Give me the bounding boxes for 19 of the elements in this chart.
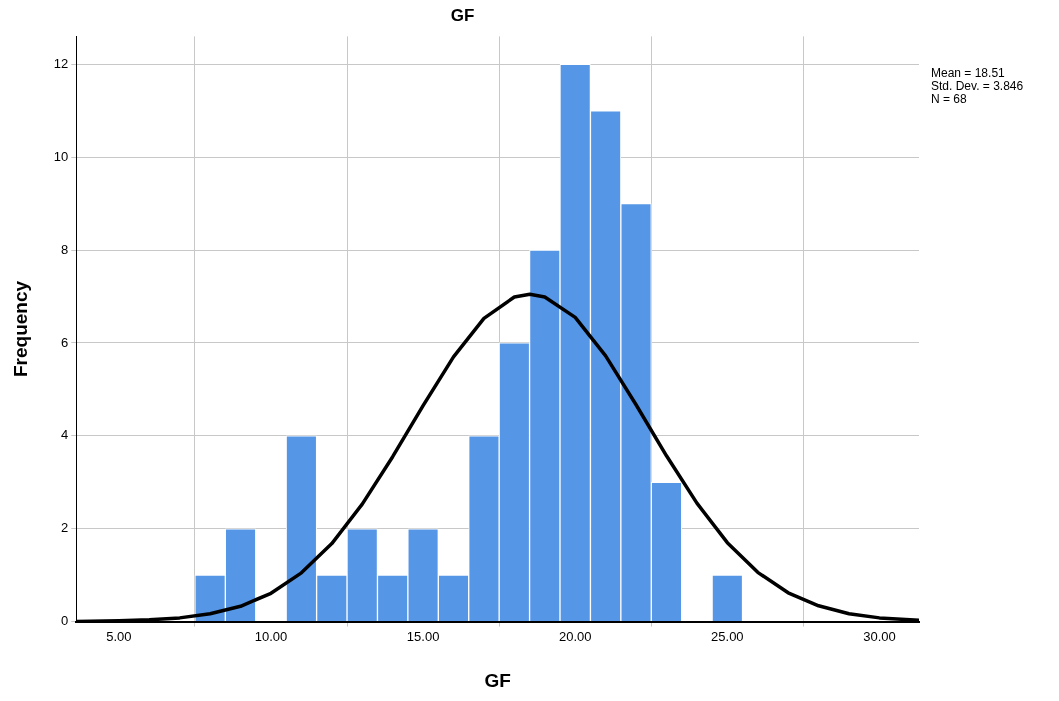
y-tick-label: 8	[61, 241, 69, 257]
x-tick-label: 25.00	[711, 628, 744, 644]
y-axis-title: Frequency	[9, 280, 31, 378]
x-tick-label: 30.00	[863, 628, 896, 644]
x-axis-title: GF	[484, 669, 511, 691]
y-tick-label: 10	[53, 148, 69, 164]
y-tick-label: 6	[61, 334, 69, 350]
chart-title: GF	[450, 5, 475, 25]
y-tick-label: 12	[53, 55, 69, 71]
x-tick-label: 5.00	[106, 628, 132, 644]
y-tick-label: 0	[61, 613, 69, 629]
text: Mean = 18.51	[931, 65, 1006, 80]
text: N = 68	[931, 91, 968, 106]
text: Std. Dev. = 3.846	[931, 78, 1024, 93]
y-tick-label: 2	[61, 520, 69, 536]
x-tick-label: 15.00	[406, 628, 440, 644]
x-tick-label: 10.00	[254, 628, 288, 644]
y-tick-label: 4	[61, 427, 69, 443]
x-tick-label: 20.00	[558, 628, 592, 644]
